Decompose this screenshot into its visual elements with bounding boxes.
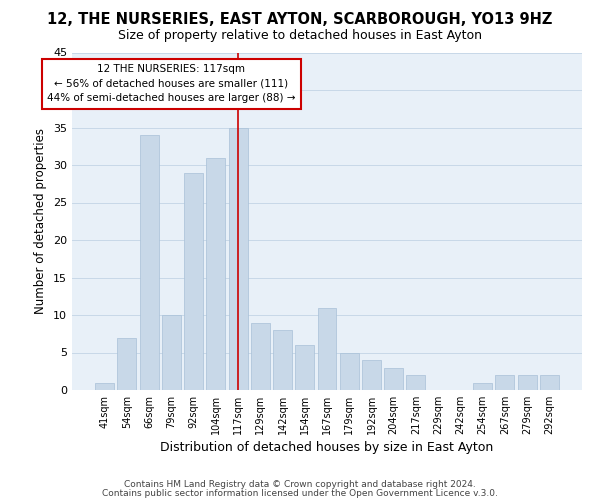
Text: 12 THE NURSERIES: 117sqm
← 56% of detached houses are smaller (111)
44% of semi-: 12 THE NURSERIES: 117sqm ← 56% of detach… [47,64,296,104]
Y-axis label: Number of detached properties: Number of detached properties [34,128,47,314]
Text: 12, THE NURSERIES, EAST AYTON, SCARBOROUGH, YO13 9HZ: 12, THE NURSERIES, EAST AYTON, SCARBOROU… [47,12,553,28]
X-axis label: Distribution of detached houses by size in East Ayton: Distribution of detached houses by size … [160,441,494,454]
Bar [295,345,314,390]
Bar [140,135,158,390]
Bar [362,360,381,390]
Bar [162,315,181,390]
Bar [273,330,292,390]
Bar [340,352,359,390]
Bar [95,382,114,390]
Text: Contains HM Land Registry data © Crown copyright and database right 2024.: Contains HM Land Registry data © Crown c… [124,480,476,489]
Bar [518,375,536,390]
Bar [251,322,270,390]
Bar [496,375,514,390]
Bar [229,128,248,390]
Bar [317,308,337,390]
Bar [184,172,203,390]
Bar [118,338,136,390]
Bar [206,158,225,390]
Bar [384,368,403,390]
Bar [473,382,492,390]
Text: Contains public sector information licensed under the Open Government Licence v.: Contains public sector information licen… [102,488,498,498]
Bar [406,375,425,390]
Text: Size of property relative to detached houses in East Ayton: Size of property relative to detached ho… [118,29,482,42]
Bar [540,375,559,390]
